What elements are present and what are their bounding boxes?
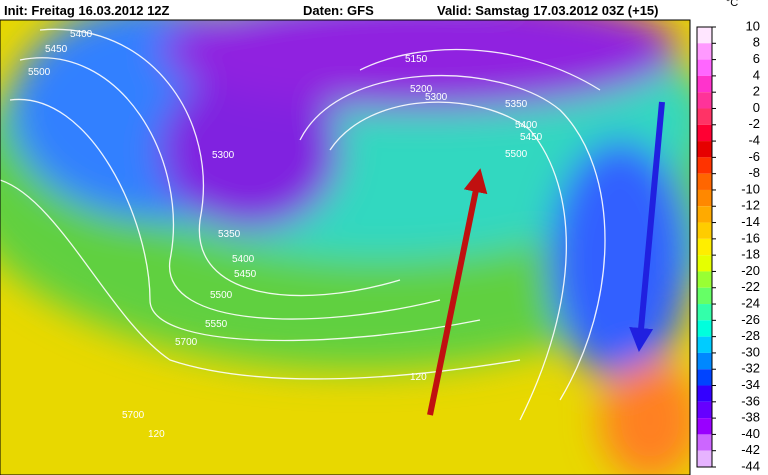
colorbar-tick-label: -28 — [741, 328, 760, 343]
colorbar-band — [697, 27, 712, 44]
colorbar-tick-label: 6 — [753, 51, 760, 66]
valid-label: Valid: Samstag 17.03.2012 03Z (+15) — [437, 3, 659, 18]
colorbar-band — [697, 124, 712, 142]
colorbar-frame — [696, 26, 713, 468]
colorbar-band — [697, 352, 712, 370]
colorbar-tick-label: -32 — [741, 361, 760, 376]
contour-label: 5450 — [45, 44, 68, 55]
colorbar-tick-label: -26 — [741, 312, 760, 327]
colorbar-band — [697, 108, 712, 125]
contour-label: 5300 — [425, 92, 448, 103]
colorbar-band — [697, 336, 712, 353]
contour-label: 5500 — [28, 67, 51, 78]
colorbar-tick-label: -8 — [748, 165, 760, 180]
contour-label: 5200 — [410, 84, 433, 95]
colorbar-tick-label: -40 — [741, 426, 760, 441]
contour-label: 5700 — [175, 337, 198, 348]
colorbar-tick-label: -38 — [741, 410, 760, 425]
colorbar-band — [697, 206, 712, 223]
colorbar-tick-label: -18 — [741, 247, 760, 262]
colorbar-tick-label: 2 — [753, 84, 760, 99]
contour-label: 5300 — [212, 150, 235, 161]
contour-label: 5150 — [405, 54, 428, 65]
cold-air-arrow — [629, 101, 665, 352]
contour-label: 5400 — [70, 29, 93, 40]
map-frame — [0, 19, 691, 475]
contour-label: 5450 — [520, 132, 543, 143]
colorbar-tick-label: -10 — [741, 181, 760, 196]
warm-air-arrow — [427, 168, 488, 416]
colorbar-band — [697, 141, 712, 158]
colorbar-band — [697, 418, 712, 435]
colorbar-tick-label: 4 — [753, 67, 760, 82]
colorbar-band — [697, 43, 712, 60]
colorbar-tick-label: -20 — [741, 263, 760, 278]
colorbar-tick-label: -34 — [741, 377, 760, 392]
source-label: Daten: GFS — [303, 3, 374, 18]
colorbar-tick-label: 10 — [746, 18, 760, 33]
colorbar: 10 864 20-2 -4-6-8-10 -12-14-16 -18-20-22-24 -… — [696, 18, 760, 473]
colorbar-unit: °C — [726, 0, 738, 9]
colorbar-tick-label: -36 — [741, 393, 760, 408]
colorbar-band — [697, 222, 712, 239]
colorbar-band — [697, 320, 712, 337]
colorbar-band — [697, 189, 712, 207]
colorbar-band — [697, 304, 712, 321]
colorbar-band — [697, 369, 712, 386]
contour-label: 5350 — [218, 229, 241, 240]
colorbar-band — [697, 434, 712, 451]
colorbar-tick-label: 0 — [753, 100, 760, 115]
colorbar-tick-label: -6 — [748, 149, 760, 164]
colorbar-band — [697, 385, 712, 402]
colorbar-band — [697, 92, 712, 109]
colorbar-tick-label: -14 — [741, 214, 760, 229]
contour-label: 5400 — [232, 254, 255, 265]
contour-label: 5700 — [122, 410, 145, 421]
colorbar-band — [697, 238, 712, 256]
colorbar-tick-label: -44 — [741, 458, 760, 473]
colorbar-band — [697, 59, 712, 76]
contour-label: 5350 — [505, 99, 528, 110]
contour-label: 5550 — [205, 319, 228, 330]
colorbar-tick-label: -4 — [748, 133, 760, 148]
contour-label: 120 — [410, 372, 427, 383]
colorbar-tick-label: -16 — [741, 230, 760, 245]
colorbar-tick-label: -12 — [741, 198, 760, 213]
colorbar-tick-label: -30 — [741, 344, 760, 359]
init-label: Init: Freitag 16.03.2012 12Z — [4, 3, 170, 18]
colorbar-tick-label: 8 — [753, 35, 760, 50]
colorbar-band — [697, 450, 712, 467]
colorbar-band — [697, 75, 712, 93]
contour-label: 5400 — [515, 120, 538, 131]
colorbar-band — [697, 255, 712, 272]
contour-label: 5450 — [234, 269, 257, 280]
colorbar-tick-label: -2 — [748, 116, 760, 131]
contour-label: 5500 — [505, 149, 528, 160]
colorbar-tick-label: -42 — [741, 442, 760, 457]
colorbar-band — [697, 287, 712, 305]
colorbar-tick-label: -24 — [741, 295, 760, 310]
colorbar-band — [697, 157, 712, 174]
colorbar-band — [697, 401, 712, 419]
colorbar-band — [697, 271, 712, 288]
contour-label: 120 — [148, 429, 165, 440]
colorbar-tick-label: -22 — [741, 279, 760, 294]
contour-label: 5500 — [210, 290, 233, 301]
colorbar-band — [697, 173, 712, 190]
